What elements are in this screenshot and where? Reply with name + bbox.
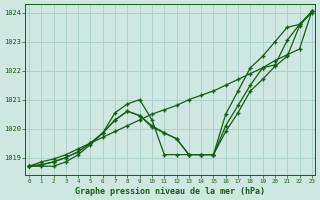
X-axis label: Graphe pression niveau de la mer (hPa): Graphe pression niveau de la mer (hPa) — [76, 187, 265, 196]
